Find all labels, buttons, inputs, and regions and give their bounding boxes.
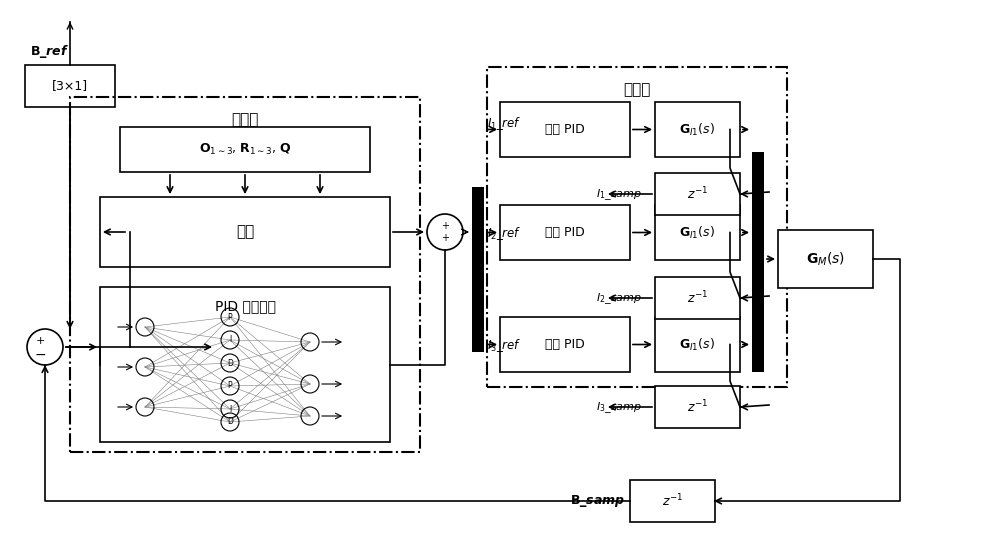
FancyBboxPatch shape (500, 102, 630, 157)
Text: 前馈 PID: 前馈 PID (545, 123, 585, 136)
Text: $I_3\_ref$: $I_3\_ref$ (487, 338, 522, 354)
Text: $\mathbf{G}_{I1}(s)$: $\mathbf{G}_{I1}(s)$ (679, 121, 716, 138)
Text: 解耦: 解耦 (236, 224, 254, 240)
FancyBboxPatch shape (120, 127, 370, 172)
FancyBboxPatch shape (655, 173, 740, 215)
Text: 前馈 PID: 前馈 PID (545, 226, 585, 239)
FancyBboxPatch shape (655, 277, 740, 319)
Text: $I_2\_ref$: $I_2\_ref$ (487, 226, 522, 242)
FancyBboxPatch shape (655, 102, 740, 157)
Text: −: − (34, 348, 46, 362)
Text: PID 神经网络: PID 神经网络 (215, 299, 276, 313)
Text: $\mathbf{B}$_samp: $\mathbf{B}$_samp (570, 493, 625, 509)
Text: +
+: + + (441, 221, 449, 243)
Text: $\mathbf{O}_{1\sim3}$, $\mathbf{R}_{1\sim3}$, $\mathbf{Q}$: $\mathbf{O}_{1\sim3}$, $\mathbf{R}_{1\si… (199, 142, 291, 157)
FancyBboxPatch shape (500, 317, 630, 372)
FancyBboxPatch shape (500, 205, 630, 260)
FancyBboxPatch shape (655, 317, 740, 372)
FancyBboxPatch shape (100, 287, 390, 442)
Text: $I_3\_samp$: $I_3\_samp$ (596, 400, 642, 416)
Text: $I_1\_samp$: $I_1\_samp$ (596, 188, 642, 202)
Text: P: P (228, 312, 232, 321)
FancyBboxPatch shape (25, 65, 115, 107)
Text: $\mathbf{G}_{I1}(s)$: $\mathbf{G}_{I1}(s)$ (679, 224, 716, 241)
Text: $z^{-1}$: $z^{-1}$ (687, 290, 708, 306)
Text: $I_2\_samp$: $I_2\_samp$ (596, 292, 642, 306)
Text: 电流环: 电流环 (623, 82, 651, 97)
Text: $z^{-1}$: $z^{-1}$ (687, 185, 708, 202)
Text: $z^{-1}$: $z^{-1}$ (687, 399, 708, 416)
Text: D: D (227, 418, 233, 427)
FancyBboxPatch shape (630, 480, 715, 522)
Text: +: + (35, 336, 45, 346)
Text: 磁场环: 磁场环 (231, 112, 259, 127)
Text: $z^{-1}$: $z^{-1}$ (662, 493, 683, 509)
Text: P: P (228, 382, 232, 390)
FancyBboxPatch shape (752, 152, 764, 372)
Text: $\bf{B}$_ref: $\bf{B}$_ref (30, 43, 69, 60)
FancyBboxPatch shape (778, 230, 873, 288)
FancyBboxPatch shape (472, 187, 484, 352)
Text: I: I (229, 404, 231, 413)
FancyBboxPatch shape (100, 197, 390, 267)
Text: $\mathbf{G}_{M}(s)$: $\mathbf{G}_{M}(s)$ (806, 250, 845, 268)
Text: I: I (229, 335, 231, 344)
FancyBboxPatch shape (655, 386, 740, 428)
Text: [3×1]: [3×1] (52, 80, 88, 92)
Text: 前馈 PID: 前馈 PID (545, 338, 585, 351)
Text: $I_1\_ref$: $I_1\_ref$ (487, 115, 522, 133)
Text: $\mathbf{G}_{I1}(s)$: $\mathbf{G}_{I1}(s)$ (679, 336, 716, 353)
Text: D: D (227, 359, 233, 368)
FancyBboxPatch shape (655, 205, 740, 260)
